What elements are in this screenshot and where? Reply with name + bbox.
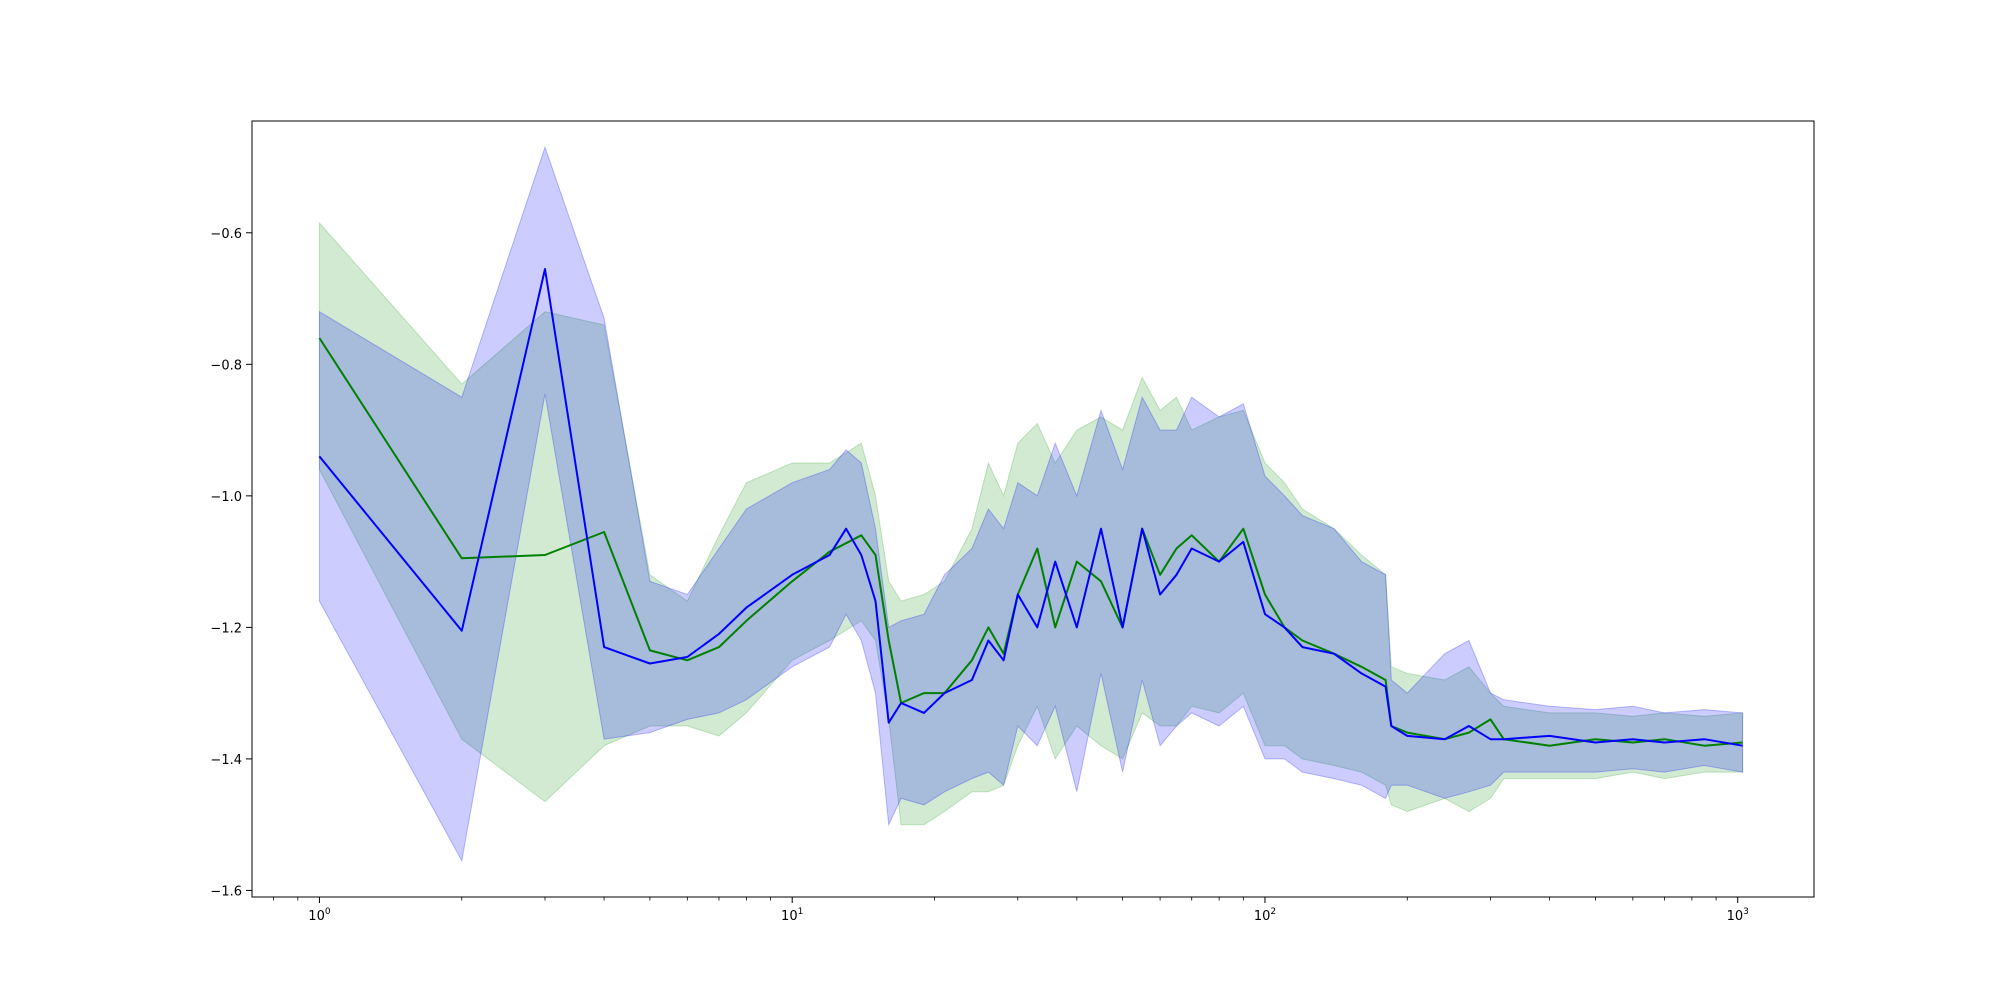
y-tick-label: −0.6 [210, 227, 242, 242]
x-tick-label: 100 [308, 907, 331, 924]
y-tick-label: −0.8 [210, 358, 242, 373]
y-tick-label: −1.4 [210, 753, 242, 768]
x-tick-label-base: 10 [781, 909, 798, 924]
x-tick-label-base: 10 [1254, 909, 1271, 924]
x-tick-label-base: 10 [1727, 909, 1744, 924]
series-lines [318, 268, 1743, 747]
x-axis: 100 101 102 103 [273, 897, 1749, 924]
x-tick-label: 102 [1254, 907, 1276, 924]
series-1-line [318, 268, 1743, 747]
x-tick-label: 101 [781, 907, 803, 924]
y-axis: −0.6 −0.8 −1.0 −1.2 −1.4 −1.6 [210, 227, 252, 899]
x-tick-label-exponent: 2 [1270, 907, 1276, 917]
confidence-bands [318, 145, 1744, 863]
plot-frame [251, 120, 1815, 898]
x-tick-label: 103 [1727, 907, 1749, 924]
y-tick-label: −1.2 [210, 621, 242, 636]
x-tick-label-exponent: 1 [798, 907, 804, 917]
series-0-band [318, 221, 1744, 826]
plot-area [318, 145, 1744, 863]
x-tick-label-exponent: 0 [325, 907, 331, 917]
y-tick-label: −1.0 [210, 490, 242, 505]
y-tick-label: −1.6 [210, 884, 242, 899]
x-tick-label-exponent: 3 [1743, 907, 1749, 917]
x-tick-label-base: 10 [308, 909, 325, 924]
